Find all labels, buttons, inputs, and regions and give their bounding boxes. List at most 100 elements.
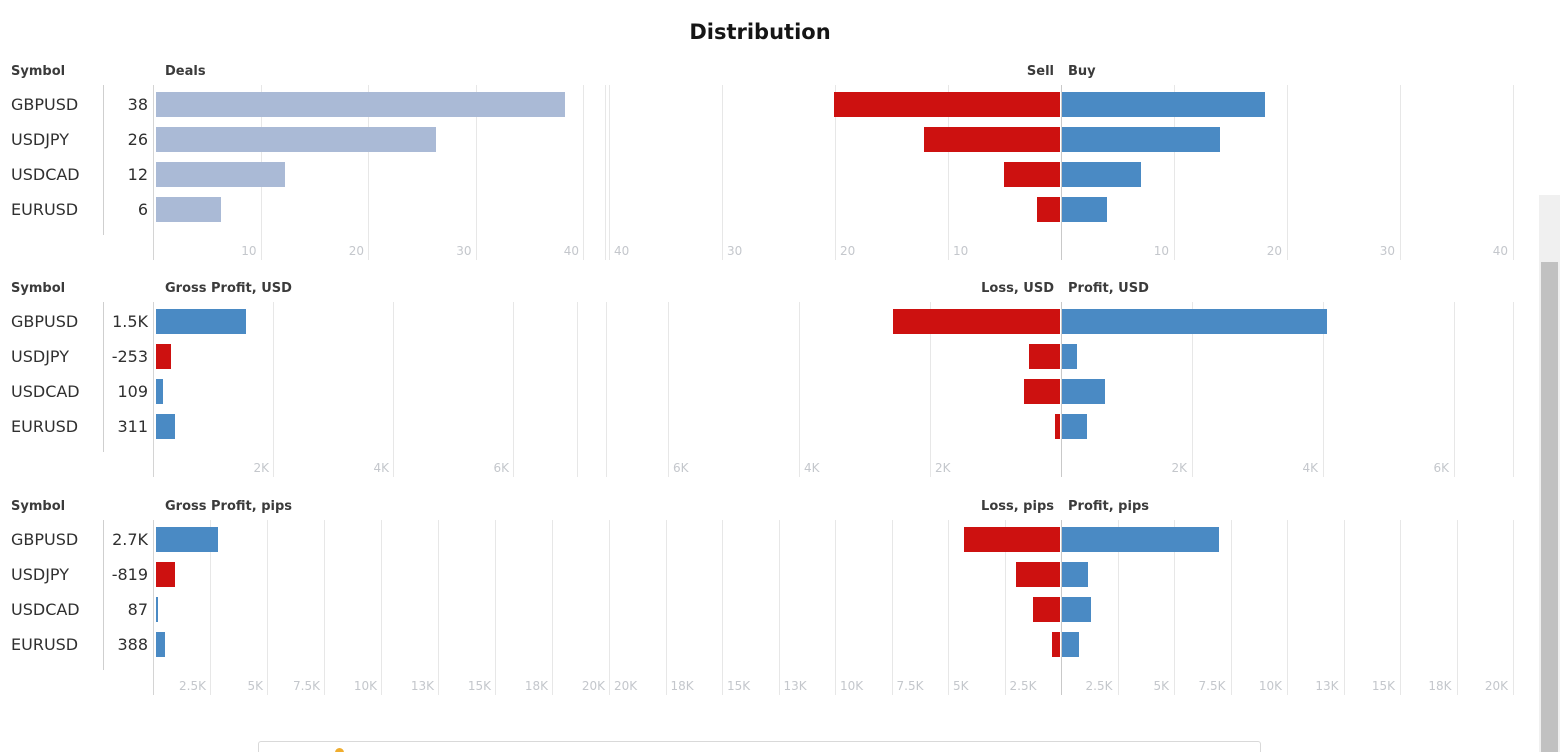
gross-profit-usd-profit-bar-usdcad [1062, 379, 1106, 404]
gross-profit-pips-bar-eurusd [156, 632, 165, 657]
tip-banner[interactable] [258, 741, 1261, 752]
gross-profit-usd-bar-usdcad [156, 379, 163, 404]
axis-tick-label: 6K [493, 461, 509, 475]
axis-tick-label: 18K [1428, 679, 1452, 693]
axis-tick-label: 10 [241, 244, 257, 258]
gross-profit-pips-profit-bar-eurusd [1062, 632, 1079, 657]
gridline [1174, 85, 1175, 260]
axis-tick-label: 4K [1302, 461, 1318, 475]
left-chart-title: Deals [165, 64, 206, 79]
center-axis-line [1061, 85, 1062, 260]
gridline [604, 85, 606, 260]
axis-tick-label: 40 [1492, 244, 1508, 258]
gridline [948, 520, 949, 695]
deals-sell-bar-eurusd [1037, 197, 1060, 222]
deals-buy-bar-gbpusd [1062, 92, 1266, 117]
gridline [1287, 85, 1288, 260]
value-label: 1.5K [112, 312, 148, 331]
deals-bar-usdcad [156, 162, 285, 187]
symbol-column-header: Symbol [11, 281, 66, 296]
gross-profit-pips-profit-bar-gbpusd [1062, 527, 1220, 552]
axis-tick-label: 2.5K [179, 679, 206, 693]
gross-profit-pips-loss-bar-eurusd [1051, 632, 1060, 657]
symbol-label: USDCAD [11, 165, 80, 184]
gross-profit-pips-profit-bar-usdcad [1062, 597, 1091, 622]
gridline [381, 520, 382, 695]
gross-profit-pips-bar-usdjpy [156, 562, 175, 587]
sell-side-title: Loss, pips [981, 499, 1054, 514]
value-label: -819 [111, 565, 148, 584]
symbol-label: GBPUSD [11, 312, 79, 331]
axis-tick-label: 10K [840, 679, 864, 693]
gross-profit-usd-loss-bar-eurusd [1055, 414, 1060, 439]
axis-tick-label: 5K [953, 679, 969, 693]
axis-tick-label: 30 [1379, 244, 1395, 258]
gridline [576, 302, 578, 477]
axis-tick-label: 30 [727, 244, 743, 258]
gross-profit-usd-profit-bar-usdjpy [1062, 344, 1077, 369]
deals-sell-bar-usdjpy [924, 127, 1060, 152]
deals-bar-gbpusd [156, 92, 565, 117]
center-axis-line [1061, 302, 1062, 477]
gridline [799, 302, 800, 477]
page-title: Distribution [689, 20, 831, 44]
gridline [1192, 302, 1193, 477]
value-label: 26 [127, 130, 148, 149]
deals-sell-bar-gbpusd [834, 92, 1060, 117]
axis-tick-label: 20K [614, 679, 638, 693]
gridline [668, 302, 669, 477]
axis-tick-label: 18K [670, 679, 694, 693]
gridline [1456, 520, 1458, 695]
gridline [393, 302, 394, 477]
gridline [475, 85, 477, 260]
gross-profit-usd-bar-gbpusd [156, 309, 246, 334]
symbol-separator [103, 520, 104, 670]
axis-tick-label: 7.5K [896, 679, 924, 693]
axis-tick-label: 20 [840, 244, 856, 258]
axis-tick-label: 20 [348, 244, 364, 258]
axis-tick-label: 15K [1371, 679, 1395, 693]
buy-side-title: Profit, USD [1068, 281, 1149, 296]
gridline [1400, 85, 1401, 260]
lightbulb-icon [335, 748, 344, 752]
axis-tick-label: 4K [804, 461, 820, 475]
gross-profit-usd-bar-eurusd [156, 414, 175, 439]
symbol-label: EURUSD [11, 417, 79, 436]
gridline [438, 520, 439, 695]
axis-tick-label: 18K [524, 679, 548, 693]
symbol-label: GBPUSD [11, 95, 79, 114]
deals-buy-bar-usdjpy [1062, 127, 1221, 152]
axis-tick-label: 15K [727, 679, 751, 693]
buy-side-title: Profit, pips [1068, 499, 1149, 514]
deals-bar-eurusd [156, 197, 221, 222]
gridline [1004, 520, 1006, 695]
gridline [930, 302, 931, 477]
axis-tick-label: 10K [1258, 679, 1282, 693]
symbol-label: EURUSD [11, 200, 79, 219]
gridline [1343, 520, 1345, 695]
axis-tick-label: 20K [581, 679, 605, 693]
gridline [609, 85, 610, 260]
gridline [495, 520, 496, 695]
gridline [609, 520, 610, 695]
scrollbar-thumb[interactable] [1541, 262, 1558, 752]
gridline [1174, 520, 1175, 695]
gridline [722, 85, 723, 260]
gridline [368, 85, 369, 260]
gridline [1287, 520, 1288, 695]
gross-profit-usd-profit-bar-gbpusd [1062, 309, 1328, 334]
gridline [1513, 85, 1514, 260]
gridline [606, 302, 608, 477]
center-axis-line [1061, 520, 1062, 695]
gross-profit-pips-bar-usdcad [156, 597, 158, 622]
vertical-scrollbar[interactable] [1539, 195, 1560, 752]
gridline [1117, 520, 1119, 695]
symbol-label: GBPUSD [11, 530, 79, 549]
gridline [948, 85, 949, 260]
gridline [722, 520, 723, 695]
gridline [835, 520, 836, 695]
axis-tick-label: 13K [1315, 679, 1339, 693]
gross-profit-pips-loss-bar-gbpusd [963, 527, 1060, 552]
gridline [778, 520, 780, 695]
axis-tick-label: 4K [373, 461, 389, 475]
